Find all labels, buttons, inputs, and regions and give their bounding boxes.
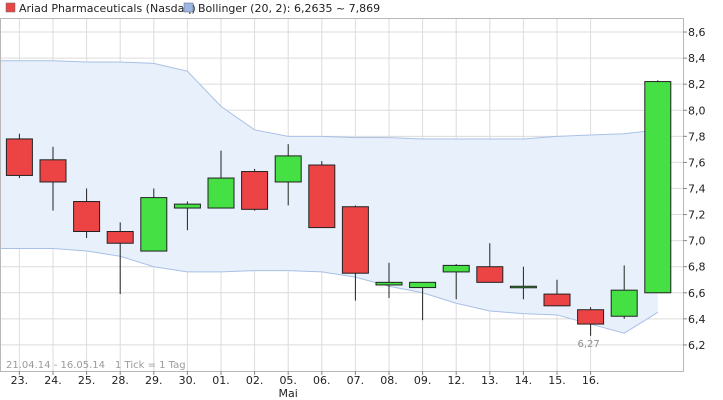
x-tick-label: 28. [111,374,129,387]
candle [442,264,470,300]
candle-body [577,309,605,325]
footer-range: 21.04.14 - 16.05.14 [6,360,105,371]
legend-swatch-instrument [5,2,16,13]
legend-instrument: Ariad Pharmaceuticals (Nasdaq) [19,2,196,15]
candle-body [241,171,269,210]
x-tick-label: 02. [246,374,264,387]
y-tick-label: 8,0 [688,104,706,117]
x-tick-label: 23. [11,374,29,387]
min-value-annotation: 6,27 [577,339,599,350]
y-tick-label: 8,6 [688,26,706,39]
candle-body [509,285,537,289]
x-tick-label: 08. [380,374,398,387]
candle-body [644,81,672,294]
x-tick-label: 01. [212,374,230,387]
legend-indicator: Bollinger (20, 2): 6,2635 ~ 7,869 [198,2,380,15]
x-tick-label: 05. [279,374,297,387]
candle [173,201,201,231]
candle [106,222,134,295]
x-month-label: Mai [279,387,298,400]
candle-body [274,155,302,183]
x-tick-label: 25. [78,374,96,387]
candle [341,205,369,301]
candle-body [173,203,201,209]
candle [39,146,67,211]
candle [375,262,403,298]
candle-body [543,293,571,307]
candle [577,307,605,336]
y-tick-label: 7,6 [688,156,706,169]
bollinger-upper-line [1,60,658,140]
candle-body [39,159,67,183]
candle [308,161,336,229]
y-tick-label: 6,2 [688,339,706,352]
candle-body [207,177,235,209]
candle [73,188,101,239]
candle [5,133,33,179]
y-tick-label: 8,2 [688,78,706,91]
candle [476,243,504,283]
candle-body [375,281,403,286]
candle-body [442,264,470,273]
legend-swatch-indicator [183,2,194,13]
x-tick-label: 12. [447,374,465,387]
x-tick-label: 14. [515,374,533,387]
candle [274,144,302,206]
x-tick-label: 09. [414,374,432,387]
x-tick-label: 15. [548,374,566,387]
candle [409,281,437,321]
x-axis: 23. 24. 25. 28. 29. 30. 01. 02. 05. 06. 07. 08. 09. 1… [11,371,600,400]
candle [241,168,269,211]
y-tick-label: 7,0 [688,235,706,248]
bollinger-lower-line [1,247,659,334]
footer: 21.04.14 - 16.05.14 1 Tick = 1 Tag [6,360,186,371]
candle-body [341,206,369,274]
candle [509,266,537,300]
x-tick-label: 07. [347,374,365,387]
x-tick-label: 30. [179,374,197,387]
candle-body [140,197,168,252]
candle-body [409,281,437,289]
y-tick-label: 7,4 [688,182,706,195]
x-tick-label: 24. [44,374,62,387]
candle-body [308,164,336,229]
x-tick-label: 06. [313,374,331,387]
candle-body [610,289,638,317]
footer-tick-info: 1 Tick = 1 Tag [115,360,186,371]
candle [610,265,638,319]
y-tick-label: 6,6 [688,287,706,300]
plot-frame [0,18,684,372]
candle-body [106,231,134,244]
x-tick-label: 29. [145,374,163,387]
y-tick-label: 8,4 [688,52,706,65]
y-axis: 8,6 8,4 8,2 8,0 7,8 7,6 7,4 7,2 7,0 6,8 6,6 6,4 6,2 [683,26,706,352]
candle-body [5,138,33,176]
y-tick-label: 6,8 [688,261,706,274]
y-tick-label: 6,4 [688,313,706,326]
y-tick-label: 7,8 [688,130,706,143]
legend: Ariad Pharmaceuticals (Nasdaq) Bollinger… [5,2,380,15]
candle [644,80,672,294]
y-tick-label: 7,2 [688,209,706,222]
candle [543,279,571,307]
candle-body [476,266,504,283]
candles [5,80,672,336]
candle [140,188,168,252]
x-tick-label: 16. [582,374,600,387]
candle [207,150,235,209]
x-tick-label: 13. [481,374,499,387]
candle-body [73,201,101,233]
